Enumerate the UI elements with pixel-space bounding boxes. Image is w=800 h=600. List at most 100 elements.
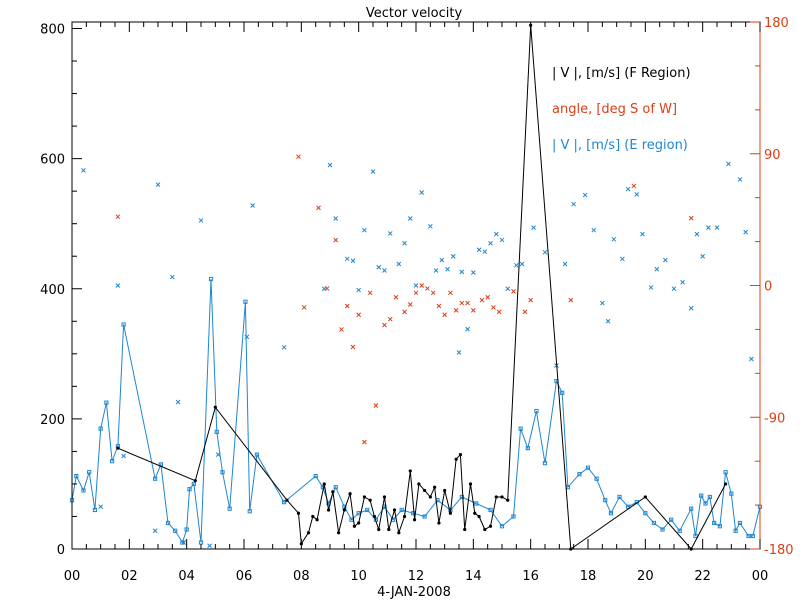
x-tick-label: 14: [465, 569, 482, 584]
data-point: [733, 528, 738, 533]
cross-stroke: [499, 237, 505, 243]
cross-stroke: [743, 229, 749, 235]
data-point: [499, 524, 505, 529]
data-point: [285, 498, 289, 502]
data-point: [651, 520, 657, 526]
cross-stroke: [448, 290, 453, 296]
data-point: [608, 511, 614, 516]
data-point: [254, 452, 260, 457]
cross-stroke: [465, 326, 470, 332]
data-point-cross: [425, 286, 430, 291]
cross-stroke: [749, 356, 754, 362]
cross-stroke: [350, 344, 356, 350]
cross-stroke: [482, 249, 488, 255]
data-point: [433, 485, 437, 489]
data-point: [724, 482, 728, 486]
x-tick-label: 18: [580, 569, 597, 584]
data-point: [411, 511, 416, 516]
data-point: [723, 470, 728, 475]
data-point-cross: [700, 253, 706, 259]
cross-stroke: [688, 215, 694, 221]
data-point-cross: [427, 223, 433, 229]
data-point-cross: [198, 218, 204, 223]
cross-stroke: [387, 316, 393, 322]
data-point: [483, 527, 487, 532]
cross-stroke: [485, 294, 491, 300]
data-point-cross: [413, 290, 419, 296]
data-point-cross: [631, 183, 637, 189]
data-point-cross: [433, 268, 439, 273]
data-point: [707, 494, 712, 500]
data-point: [165, 520, 171, 526]
cross-stroke: [382, 268, 387, 273]
data-point: [81, 488, 86, 493]
cross-stroke: [450, 253, 456, 259]
cross-stroke: [350, 258, 356, 264]
data-point-cross: [513, 262, 519, 268]
data-point-cross: [169, 274, 175, 280]
data-point-cross: [402, 309, 407, 315]
data-point: [315, 518, 319, 522]
data-point: [585, 465, 591, 470]
cross-stroke: [470, 270, 476, 275]
cross-stroke: [631, 183, 637, 189]
right-y-tick-label: 0: [764, 280, 772, 295]
data-point-cross: [479, 297, 485, 303]
data-point: [518, 426, 523, 431]
data-point-cross: [511, 289, 516, 294]
data-point: [474, 501, 479, 506]
data-point-cross: [571, 201, 577, 207]
data-point-cross: [362, 439, 367, 445]
cross-stroke: [382, 322, 387, 328]
data-point-cross: [688, 305, 694, 311]
data-point: [326, 508, 331, 512]
data-point: [703, 501, 708, 506]
data-point-cross: [344, 256, 350, 262]
data-point: [362, 495, 366, 499]
data-point-cross: [456, 350, 462, 355]
data-point-cross: [706, 225, 711, 230]
cross-stroke: [591, 227, 597, 233]
cross-stroke: [373, 403, 379, 408]
data-point-cross: [350, 258, 356, 264]
data-point: [746, 533, 751, 539]
series-e-region-cross: [81, 161, 754, 549]
cross-stroke: [611, 236, 617, 242]
x-tick-label: 00: [64, 569, 81, 584]
data-point-cross: [743, 229, 749, 235]
data-point-cross: [634, 192, 640, 197]
data-point-cross: [465, 300, 470, 306]
data-point-cross: [496, 309, 502, 315]
cross-stroke: [427, 223, 433, 229]
cross-stroke: [459, 269, 465, 275]
data-point: [87, 470, 92, 475]
data-point: [116, 446, 120, 450]
data-point: [560, 390, 565, 395]
data-point: [643, 495, 647, 499]
cross-stroke: [439, 257, 445, 263]
data-point-cross: [155, 182, 161, 188]
right-y-axis: -180 -90 0 90 180: [750, 16, 794, 558]
data-point: [214, 429, 219, 434]
cross-stroke: [407, 302, 413, 307]
data-point-cross: [640, 231, 645, 237]
data-point: [392, 508, 397, 512]
data-point: [437, 521, 441, 525]
data-point: [463, 527, 467, 532]
data-point: [737, 520, 743, 526]
data-point-cross: [327, 162, 333, 168]
data-point-cross: [482, 249, 488, 255]
cross-stroke: [528, 297, 534, 303]
data-point-cross: [296, 154, 301, 160]
data-point-cross: [485, 294, 491, 300]
data-point-cross: [568, 297, 574, 303]
data-point: [712, 520, 717, 526]
left-y-axis: 0 200 400 600 800: [40, 23, 82, 558]
cross-stroke: [680, 279, 685, 285]
data-point-cross: [373, 403, 379, 408]
data-point-cross: [531, 225, 536, 230]
cross-stroke: [648, 285, 654, 290]
x-axis-label: 4-JAN-2008: [377, 585, 451, 600]
cross-stroke: [376, 264, 382, 270]
series-f-region: [116, 23, 728, 551]
